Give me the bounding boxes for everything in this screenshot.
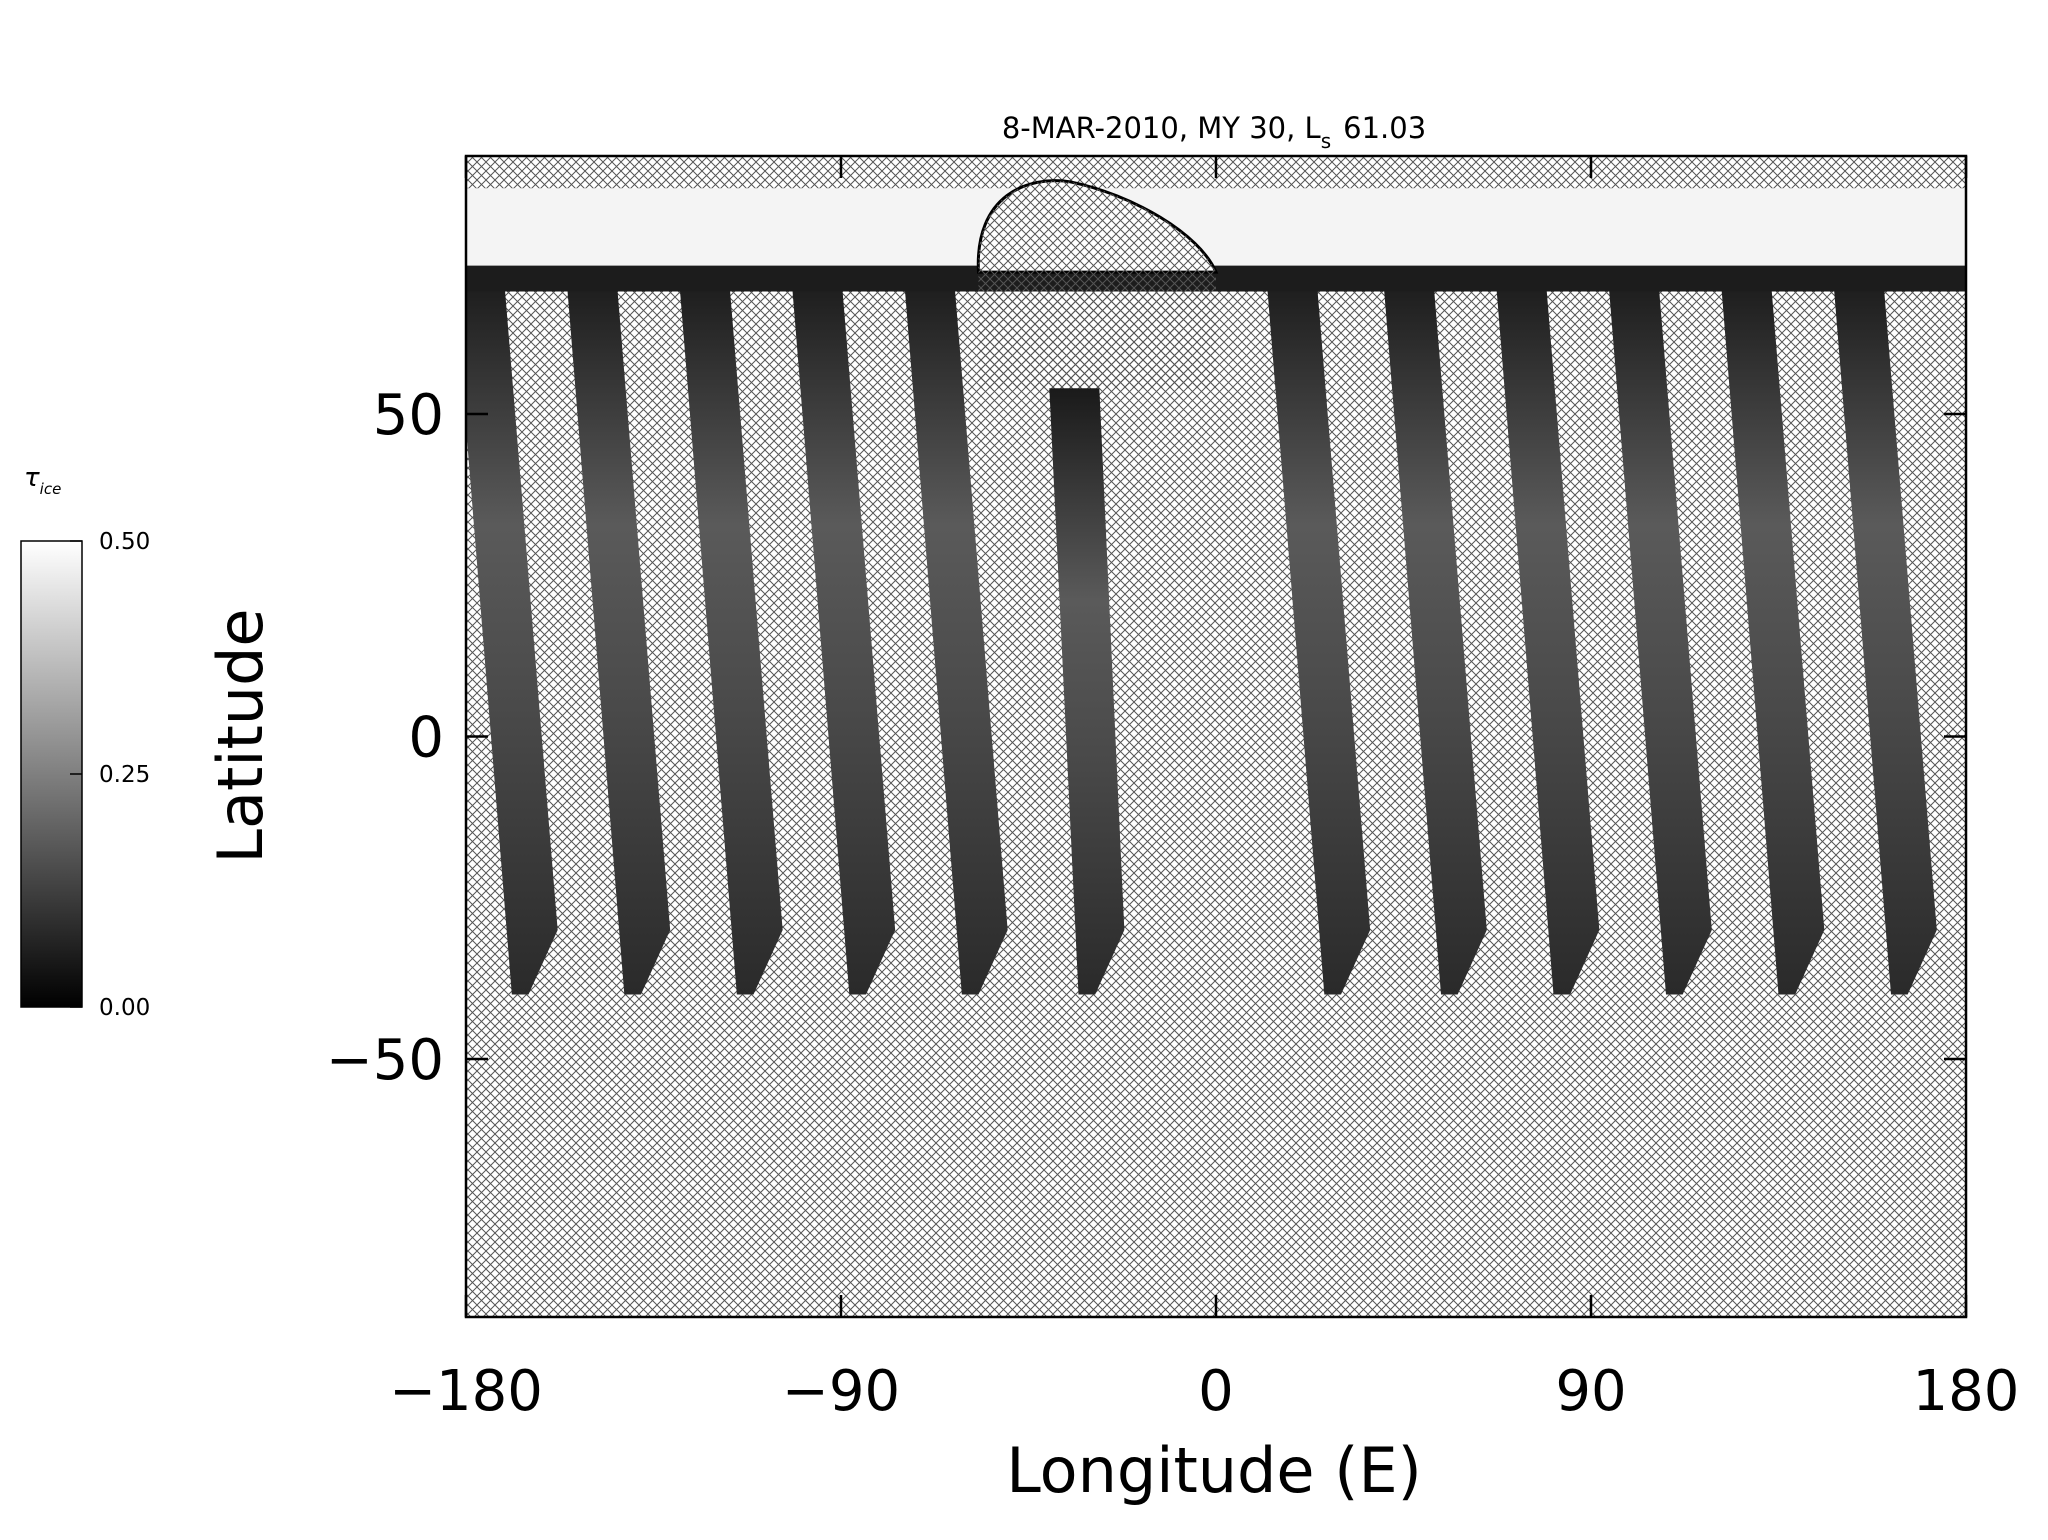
swath [791, 272, 896, 995]
x-tick-label: 0 [1198, 1359, 1234, 1424]
swath [1049, 388, 1125, 995]
colorbar-tick-label: 0.00 [99, 995, 150, 1021]
swath [466, 272, 558, 995]
swath [566, 272, 671, 995]
colorbar-subscript: ice [40, 480, 62, 498]
y-tick-label: 50 [373, 383, 444, 448]
colorbar-tick-label: 0.25 [99, 762, 150, 788]
swath [903, 272, 1008, 995]
swath [1720, 272, 1825, 995]
swath [1607, 272, 1712, 995]
y-tick-label: 0 [408, 706, 444, 771]
title-text: 8-MAR-2010, MY 30, L [1002, 111, 1321, 145]
title-value: 61.03 [1343, 111, 1426, 145]
swath [1495, 272, 1600, 995]
polar-band [466, 188, 1966, 266]
x-tick-label: 90 [1555, 1359, 1626, 1424]
chart-title: 8-MAR-2010, MY 30, Ls 61.03 [1002, 111, 1426, 153]
map-area [466, 156, 1966, 1317]
no-data-gap [978, 272, 1216, 389]
title-subscript: s [1321, 129, 1331, 153]
x-tick-label: −180 [389, 1359, 543, 1424]
swath [678, 272, 783, 995]
colorbar-label: τice [24, 463, 61, 498]
swath [1382, 272, 1487, 995]
y-axis-label: Latitude [204, 608, 277, 863]
colorbar-tick-label: 0.50 [99, 529, 150, 555]
no-data-dome-hatch [978, 180, 1216, 273]
y-tick-label: −50 [326, 1028, 444, 1093]
x-axis-label: Longitude (E) [1006, 1434, 1422, 1507]
colorbar-symbol: τ [24, 463, 40, 493]
swath [1832, 272, 1937, 995]
x-tick-label: −90 [782, 1359, 900, 1424]
x-tick-label: 180 [1913, 1359, 2020, 1424]
swath [1266, 272, 1371, 995]
